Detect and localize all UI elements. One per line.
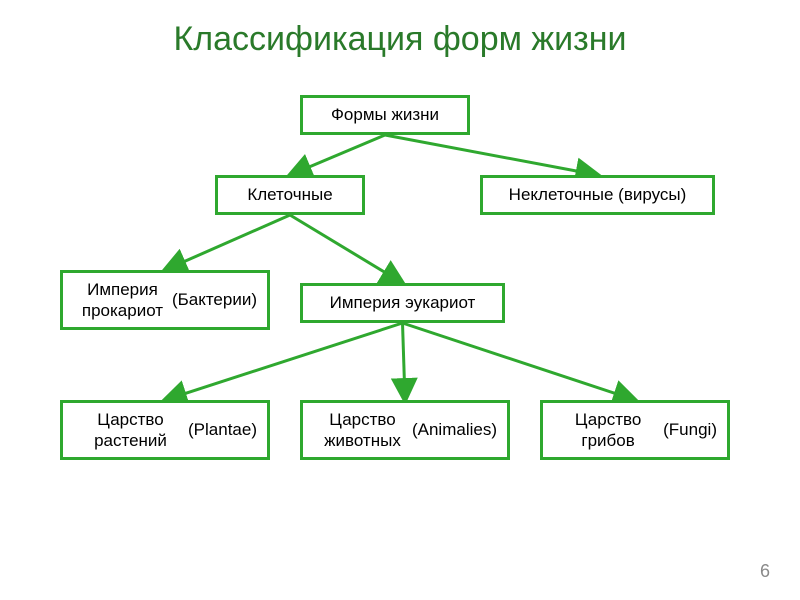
- edge-root-noncellular: [385, 135, 594, 174]
- node-eukaryote: Империя эукариот: [300, 283, 505, 323]
- edge-cellular-eukaryote: [290, 215, 399, 281]
- edge-root-cellular: [294, 135, 385, 173]
- edge-cellular-prokaryote: [169, 215, 290, 268]
- node-root: Формы жизни: [300, 95, 470, 135]
- node-cellular: Клеточные: [215, 175, 365, 215]
- node-noncellular: Неклеточные (вирусы): [480, 175, 715, 215]
- edge-eukaryote-fungi: [403, 323, 632, 399]
- node-prokaryote: Империя прокариот(Бактерии): [60, 270, 270, 330]
- edge-eukaryote-animalia: [403, 323, 405, 396]
- page-title: Классификация форм жизни: [0, 0, 800, 59]
- node-fungi: Царство грибов(Fungi): [540, 400, 730, 460]
- node-animalia: Царство животных(Animalies): [300, 400, 510, 460]
- edge-eukaryote-plantae: [169, 323, 403, 399]
- node-plantae: Царство растений(Plantae): [60, 400, 270, 460]
- page-number: 6: [760, 561, 770, 582]
